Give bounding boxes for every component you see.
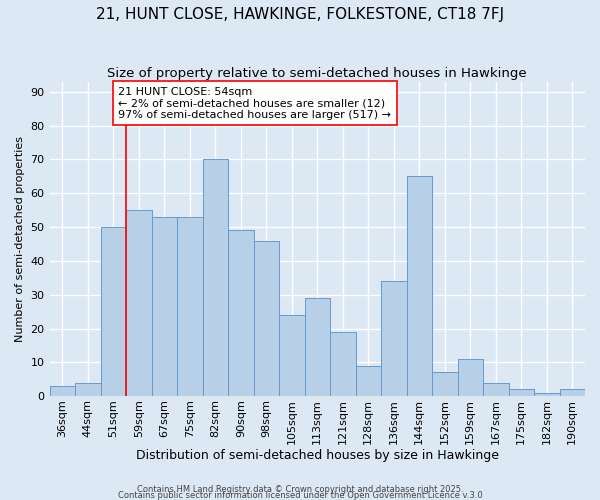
Bar bbox=[483, 382, 509, 396]
Bar bbox=[279, 315, 305, 396]
Bar bbox=[101, 227, 126, 396]
Text: 21 HUNT CLOSE: 54sqm
← 2% of semi-detached houses are smaller (12)
97% of semi-d: 21 HUNT CLOSE: 54sqm ← 2% of semi-detach… bbox=[118, 86, 391, 120]
Bar bbox=[458, 359, 483, 396]
X-axis label: Distribution of semi-detached houses by size in Hawkinge: Distribution of semi-detached houses by … bbox=[136, 450, 499, 462]
Bar bbox=[228, 230, 254, 396]
Bar bbox=[560, 390, 585, 396]
Bar bbox=[432, 372, 458, 396]
Bar bbox=[356, 366, 381, 396]
Bar bbox=[203, 160, 228, 396]
Bar bbox=[177, 217, 203, 396]
Bar bbox=[381, 281, 407, 396]
Y-axis label: Number of semi-detached properties: Number of semi-detached properties bbox=[15, 136, 25, 342]
Bar bbox=[407, 176, 432, 396]
Bar bbox=[152, 217, 177, 396]
Bar bbox=[75, 382, 101, 396]
Title: Size of property relative to semi-detached houses in Hawkinge: Size of property relative to semi-detach… bbox=[107, 68, 527, 80]
Bar bbox=[534, 393, 560, 396]
Text: 21, HUNT CLOSE, HAWKINGE, FOLKESTONE, CT18 7FJ: 21, HUNT CLOSE, HAWKINGE, FOLKESTONE, CT… bbox=[96, 8, 504, 22]
Bar bbox=[305, 298, 330, 396]
Text: Contains public sector information licensed under the Open Government Licence v.: Contains public sector information licen… bbox=[118, 492, 482, 500]
Bar bbox=[254, 240, 279, 396]
Bar bbox=[330, 332, 356, 396]
Bar bbox=[509, 390, 534, 396]
Bar bbox=[126, 210, 152, 396]
Bar bbox=[50, 386, 75, 396]
Text: Contains HM Land Registry data © Crown copyright and database right 2025.: Contains HM Land Registry data © Crown c… bbox=[137, 486, 463, 494]
